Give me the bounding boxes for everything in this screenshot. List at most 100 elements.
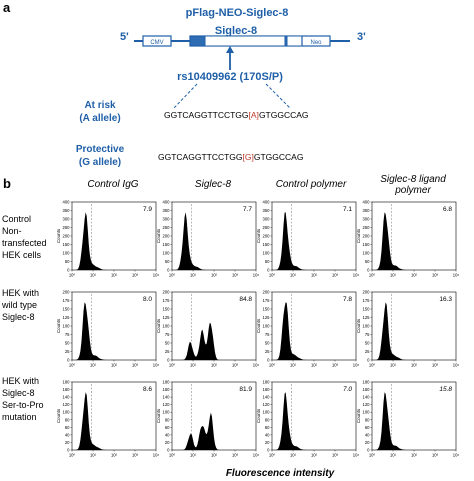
y-tick-label: 0	[367, 268, 370, 273]
x-axis-label: Fluorescence intensity	[226, 468, 335, 479]
y-tick-label: 150	[263, 242, 271, 247]
y-tick-label: 40	[265, 432, 270, 437]
y-axis-label: Counts	[356, 318, 361, 333]
x-tick-label: 10⁴	[353, 453, 360, 458]
x-tick-label: 10³	[132, 453, 139, 458]
x-tick-label: 10²	[311, 363, 318, 368]
histogram-r1-c4: 0 50 100 150 200 250 300 350 400 Counts 10⁰ 10¹ 10² 1…	[356, 200, 459, 278]
y-tick-label: 250	[63, 225, 71, 230]
histogram-fill	[72, 392, 156, 450]
plasmid-map: CMV Neo	[134, 35, 350, 47]
y-tick-label: 140	[163, 395, 171, 400]
y-tick-label: 40	[365, 432, 370, 437]
histogram-fill	[272, 302, 356, 360]
y-tick-label: 20	[165, 440, 170, 445]
y-tick-label: 125	[263, 315, 271, 320]
y-tick-label: 120	[63, 402, 71, 407]
y-tick-label: 200	[363, 234, 371, 239]
histogram-fill	[372, 212, 456, 270]
y-axis-label: Counts	[256, 228, 261, 243]
column-header-4: polymer	[394, 185, 431, 196]
y-tick-label: 400	[263, 200, 271, 205]
y-tick-label: 180	[163, 380, 171, 385]
y-tick-label: 100	[263, 410, 271, 415]
panel-a-label: a	[3, 0, 11, 15]
y-tick-label: 180	[263, 380, 271, 385]
y-tick-label: 50	[165, 341, 170, 346]
three-prime-label: 3'	[357, 31, 366, 43]
x-tick-label: 10¹	[90, 453, 97, 458]
column-headers: Control IgG Siglec-8 Control polymer Siglec…	[87, 174, 446, 196]
x-tick-label: 10²	[111, 363, 118, 368]
row-header-1-line-2: Non-	[2, 226, 22, 236]
neo-box	[301, 35, 331, 47]
y-tick-label: 40	[165, 432, 170, 437]
protective-sequence: GGTCAGGTTCCTGG[G]GTGGCCAG	[158, 152, 303, 162]
y-tick-label: 100	[363, 324, 371, 329]
x-tick-label: 10⁰	[169, 453, 176, 458]
y-axis-label: Counts	[156, 318, 161, 333]
y-tick-label: 400	[63, 200, 71, 205]
y-tick-label: 160	[263, 387, 271, 392]
y-tick-label: 25	[365, 349, 370, 354]
snp-dashes	[173, 83, 291, 109]
histogram-r3-c2: 0 20 40 60 80 100 120 140 160 180 Counts 10⁰ 10¹ 10² 1…	[156, 380, 259, 458]
y-axis-label: Counts	[156, 408, 161, 423]
protective-seq-after: GTGGCCAG	[254, 152, 304, 162]
percent-value: 7.0	[343, 386, 352, 393]
y-tick-label: 100	[363, 410, 371, 415]
histogram-fill	[72, 302, 156, 360]
x-tick-label: 10³	[432, 453, 439, 458]
x-tick-label: 10⁰	[369, 453, 376, 458]
y-tick-label: 80	[365, 417, 370, 422]
y-tick-label: 50	[65, 259, 70, 264]
y-tick-label: 175	[163, 298, 171, 303]
y-tick-label: 300	[363, 217, 371, 222]
row-header-2-line-2: wild type	[1, 300, 37, 310]
x-tick-label: 10⁰	[269, 453, 276, 458]
y-tick-label: 150	[263, 307, 271, 312]
y-tick-label: 100	[163, 324, 171, 329]
y-axis-label: Counts	[356, 408, 361, 423]
row-header-3-line-4: mutation	[2, 412, 37, 422]
x-tick-label: 10³	[432, 363, 439, 368]
y-tick-label: 60	[65, 425, 70, 430]
x-tick-label: 10²	[111, 273, 118, 278]
row-header-2-line-3: Siglec-8	[2, 312, 35, 322]
y-tick-label: 120	[163, 402, 171, 407]
row-header-3-line-2: Siglec-8	[2, 388, 35, 398]
y-tick-label: 0	[167, 268, 170, 273]
y-tick-label: 300	[163, 217, 171, 222]
y-tick-label: 0	[67, 358, 70, 363]
y-tick-label: 160	[163, 387, 171, 392]
x-tick-label: 10²	[211, 273, 218, 278]
y-tick-label: 400	[363, 200, 371, 205]
x-tick-label: 10¹	[290, 273, 297, 278]
at-risk-seq-before: GGTCAGGTTCCTGG	[164, 110, 249, 120]
x-tick-label: 10⁰	[69, 363, 76, 368]
histogram-r2-c1: 0 25 50 75 100 125 150 175 200 Counts 10⁰ 10¹ 10² 10³…	[56, 290, 159, 368]
y-tick-label: 0	[67, 448, 70, 453]
x-tick-label: 10¹	[390, 273, 397, 278]
y-tick-label: 0	[267, 448, 270, 453]
y-tick-label: 350	[63, 208, 71, 213]
row-header-3-line-1: HEK with	[2, 376, 39, 386]
y-tick-label: 150	[363, 242, 371, 247]
x-tick-label: 10⁴	[353, 363, 360, 368]
y-tick-label: 175	[63, 298, 71, 303]
protective-allele: [G]	[243, 152, 254, 162]
y-tick-label: 20	[65, 440, 70, 445]
y-tick-label: 125	[363, 315, 371, 320]
y-axis-label: Counts	[356, 228, 361, 243]
percent-value: 15.8	[439, 386, 452, 393]
x-tick-label: 10¹	[190, 273, 197, 278]
y-tick-label: 0	[267, 358, 270, 363]
y-tick-label: 60	[365, 425, 370, 430]
y-tick-label: 60	[265, 425, 270, 430]
percent-value: 81.9	[239, 386, 252, 393]
y-tick-label: 120	[263, 402, 271, 407]
x-tick-label: 10⁴	[353, 273, 360, 278]
neo-label: Neo	[310, 40, 322, 46]
y-axis-label: Counts	[256, 408, 261, 423]
